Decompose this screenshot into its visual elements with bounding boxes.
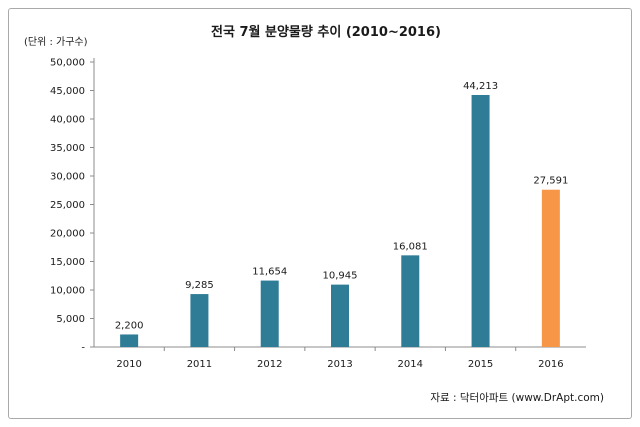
bars: 2,200 9,285 11,654 10,945 16,081 44,213 27,591	[115, 81, 568, 347]
y-tick-label: 20,000	[50, 229, 85, 240]
x-tick-label: 2012	[257, 359, 282, 370]
y-tick-label: 45,000	[50, 86, 85, 97]
x-ticks: 2010 2011 2012 2013 2014 2015 2016	[116, 347, 564, 370]
x-tick-label: 2013	[327, 359, 352, 370]
y-tick-label: 10,000	[50, 286, 85, 297]
y-ticks: - 5,000 10,000 15,000 20,000 25,000 30,000 35,0…	[50, 58, 94, 354]
data-label-2010: 2,200	[115, 320, 144, 331]
bar-2016	[541, 189, 560, 347]
x-tick-label: 2016	[538, 359, 563, 370]
data-label-2012: 11,654	[252, 267, 287, 278]
y-tick-label: 50,000	[50, 58, 85, 69]
chart-title: 전국 7월 분양물량 추이 (2010~2016)	[211, 24, 441, 40]
bar-2014	[401, 255, 420, 347]
bar-2011	[190, 294, 209, 347]
y-tick-label: 35,000	[50, 143, 85, 154]
y-tick-label: 30,000	[50, 172, 85, 183]
bar-2010	[120, 334, 139, 347]
data-label-2016: 27,591	[533, 176, 568, 187]
bar-2012	[260, 280, 279, 347]
x-tick-label: 2011	[187, 359, 212, 370]
x-tick-label: 2014	[398, 359, 423, 370]
data-label-2014: 16,081	[393, 241, 428, 252]
bar-2015	[471, 94, 490, 347]
y-tick-label: 5,000	[56, 314, 85, 325]
source-note: 자료 : 닥터아파트 (www.DrApt.com)	[430, 392, 604, 404]
y-tick-label: 25,000	[50, 200, 85, 211]
x-tick-label: 2010	[116, 359, 141, 370]
data-label-2011: 9,285	[185, 280, 214, 291]
bar-2013	[331, 284, 349, 347]
y-tick-label: -	[81, 343, 85, 354]
data-label-2015: 44,213	[463, 81, 498, 92]
x-tick-label: 2015	[468, 359, 493, 370]
chart-frame	[8, 8, 632, 419]
y-tick-label: 15,000	[50, 257, 85, 268]
unit-label: (단위 : 가구수)	[24, 35, 88, 48]
data-label-2013: 10,945	[323, 271, 358, 282]
y-tick-label: 40,000	[50, 115, 85, 126]
